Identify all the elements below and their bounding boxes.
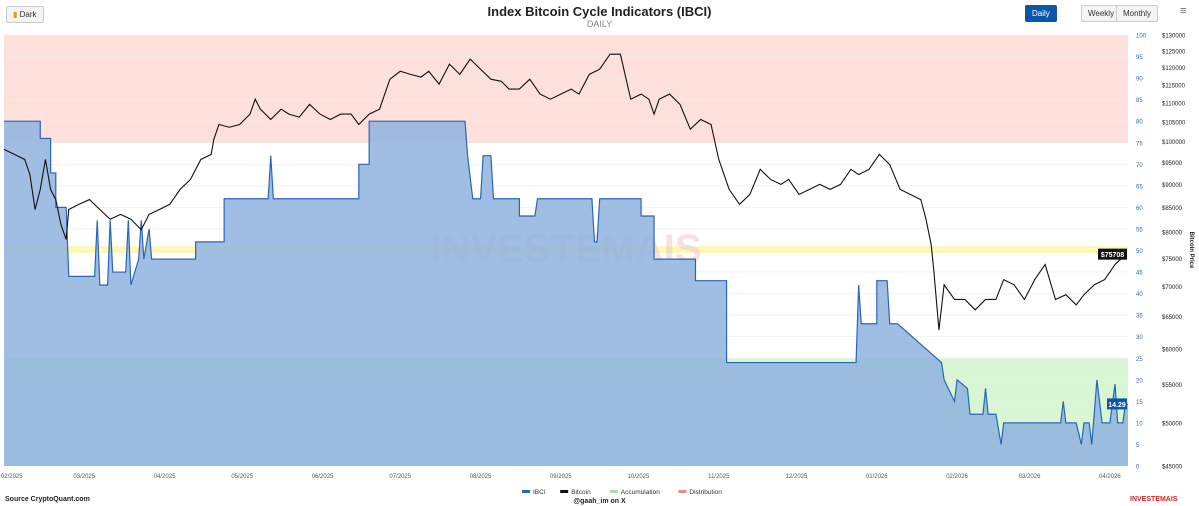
legend-item: Bitcoin <box>571 489 591 496</box>
x-tick-label: 03/2026 <box>1019 474 1041 480</box>
legend-item: Accumulation <box>621 489 660 496</box>
price-tick-label: $80000 <box>1162 231 1183 237</box>
price-tick-label: $115000 <box>1162 83 1186 89</box>
ibci-tick-label: 50 <box>1136 249 1143 255</box>
ibci-tick-label: 65 <box>1136 184 1143 190</box>
x-tick-label: 09/2025 <box>550 474 572 480</box>
credit-label: @gaah_im on X <box>573 498 626 505</box>
legend-item: IBCI <box>533 489 546 496</box>
legend-swatch <box>609 490 618 493</box>
x-tick-label: 03/2025 <box>73 474 95 480</box>
ibci-tick-label: 95 <box>1136 55 1143 61</box>
ibci-tick-label: 85 <box>1136 98 1143 104</box>
x-tick-label: 10/2025 <box>628 474 650 480</box>
ibci-area <box>4 121 1128 466</box>
price-tick-label: $130000 <box>1162 34 1186 40</box>
last-price-value: $75708 <box>1101 252 1124 259</box>
ibci-tick-label: 80 <box>1136 120 1143 126</box>
legend-swatch <box>522 490 530 493</box>
price-tick-label: $100000 <box>1162 140 1186 146</box>
price-tick-label: $110000 <box>1162 101 1186 107</box>
ibci-tick-label: 60 <box>1136 206 1143 212</box>
legend-item: Distribution <box>689 489 722 496</box>
x-tick-label: 05/2025 <box>231 474 253 480</box>
last-ibci-value: 14.29 <box>1108 402 1126 409</box>
price-axis-title: Bitcoin Price <box>1188 232 1194 269</box>
ibci-tick-label: 70 <box>1136 163 1143 169</box>
ibci-tick-label: 90 <box>1136 77 1143 83</box>
dark-mode-button[interactable]: ▮ Dark <box>6 6 44 23</box>
x-tick-label: 02/2026 <box>946 474 968 480</box>
ibci-tick-label: 35 <box>1136 314 1143 320</box>
x-tick-label: 04/2026 <box>1099 474 1121 480</box>
legend-swatch <box>678 490 687 493</box>
price-tick-label: $45000 <box>1162 465 1183 471</box>
ibci-tick-label: 45 <box>1136 271 1143 277</box>
price-tick-label: $125000 <box>1162 49 1186 55</box>
x-tick-label: 07/2025 <box>389 474 411 480</box>
ibci-line <box>4 120 1128 445</box>
x-tick-label: 02/2025 <box>1 474 23 480</box>
hamburger-icon[interactable]: ≡ <box>1180 5 1187 17</box>
price-tick-label: $75000 <box>1162 257 1183 263</box>
x-tick-label: 12/2025 <box>786 474 808 480</box>
x-tick-label: 04/2025 <box>154 474 176 480</box>
ibci-tick-label: 30 <box>1136 335 1143 341</box>
ibci-tick-label: 0 <box>1136 465 1140 471</box>
price-tick-label: $120000 <box>1162 66 1186 72</box>
last-ibci-badge <box>1107 398 1127 410</box>
period-monthly-button[interactable]: Monthly <box>1116 5 1159 22</box>
ibci-tick-label: 100 <box>1136 34 1147 40</box>
x-tick-label: 11/2025 <box>708 474 730 480</box>
legend-swatch <box>560 490 569 493</box>
ibci-tick-label: 20 <box>1136 378 1143 384</box>
bitcoin-line <box>3 53 1126 331</box>
ibci-tick-label: 40 <box>1136 292 1143 298</box>
dark-label: Dark <box>19 10 37 19</box>
price-tick-label: $60000 <box>1162 348 1183 354</box>
source-label: Source CryptoQuant.com <box>5 496 90 503</box>
price-tick-label: $50000 <box>1162 422 1183 428</box>
chart-subtitle: DAILY <box>586 19 613 29</box>
price-tick-label: $70000 <box>1162 285 1183 291</box>
chart-title: Index Bitcoin Cycle Indicators (IBCI) <box>487 4 712 19</box>
price-tick-label: $85000 <box>1162 206 1183 212</box>
price-tick-label: $55000 <box>1162 383 1183 389</box>
distribution-zone <box>4 35 1128 143</box>
bulb-icon: ▮ <box>13 10 18 19</box>
price-tick-label: $95000 <box>1162 161 1183 167</box>
ibci-tick-label: 55 <box>1136 227 1143 233</box>
ibci-tick-label: 15 <box>1136 400 1143 406</box>
x-tick-label: 01/2026 <box>866 474 888 480</box>
ibci-tick-label: 10 <box>1136 421 1143 427</box>
price-tick-label: $90000 <box>1162 183 1183 189</box>
price-tick-label: $65000 <box>1162 315 1183 321</box>
ibci-tick-label: 25 <box>1136 357 1143 363</box>
ibci-tick-label: 5 <box>1136 443 1140 449</box>
price-tick-label: $105000 <box>1162 120 1186 126</box>
period-daily-button[interactable]: Daily <box>1025 5 1057 22</box>
last-price-badge <box>1098 248 1127 260</box>
x-tick-label: 06/2025 <box>312 474 334 480</box>
brand-label: INVESTEMAIS <box>1130 496 1178 503</box>
x-tick-label: 08/2025 <box>470 474 492 480</box>
ibci-tick-label: 75 <box>1136 141 1143 147</box>
